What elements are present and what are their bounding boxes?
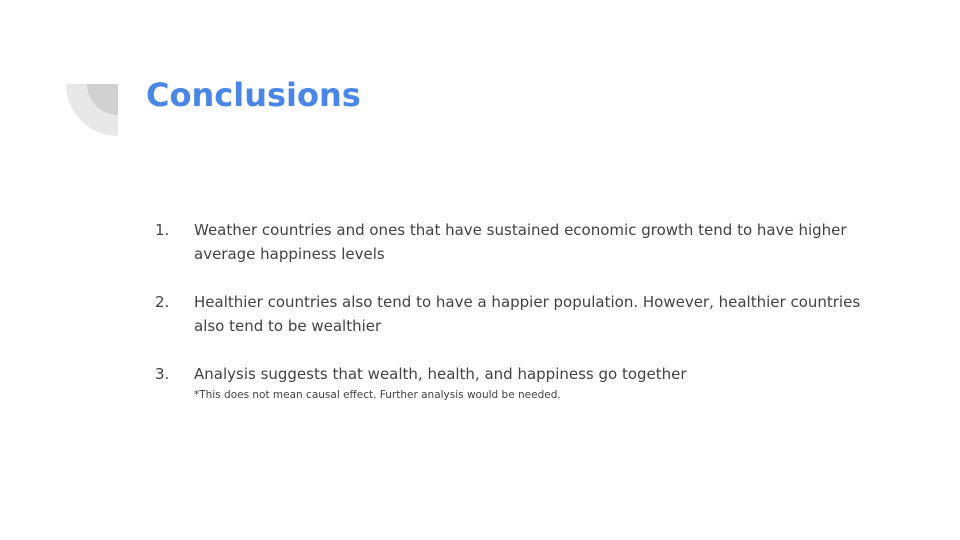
list-item-number: 1. bbox=[155, 221, 170, 239]
list-item-footnote: *This does not mean causal effect. Furth… bbox=[194, 389, 561, 401]
list-item-text: Healthier countries also tend to have a … bbox=[194, 293, 861, 335]
list-item-text: Analysis suggests that wealth, health, a… bbox=[194, 365, 687, 383]
slide-title: Conclusions bbox=[146, 76, 361, 114]
list-item: 1. Weather countries and ones that have … bbox=[155, 218, 875, 266]
corner-arc-decoration bbox=[66, 84, 118, 136]
list-item: 2. Healthier countries also tend to have… bbox=[155, 290, 875, 338]
list-item-number: 2. bbox=[155, 293, 170, 311]
list-item-number: 3. bbox=[155, 365, 170, 383]
list-item: 3. Analysis suggests that wealth, health… bbox=[155, 362, 875, 404]
conclusions-list: 1. Weather countries and ones that have … bbox=[155, 218, 875, 428]
list-item-text: Weather countries and ones that have sus… bbox=[194, 221, 847, 263]
